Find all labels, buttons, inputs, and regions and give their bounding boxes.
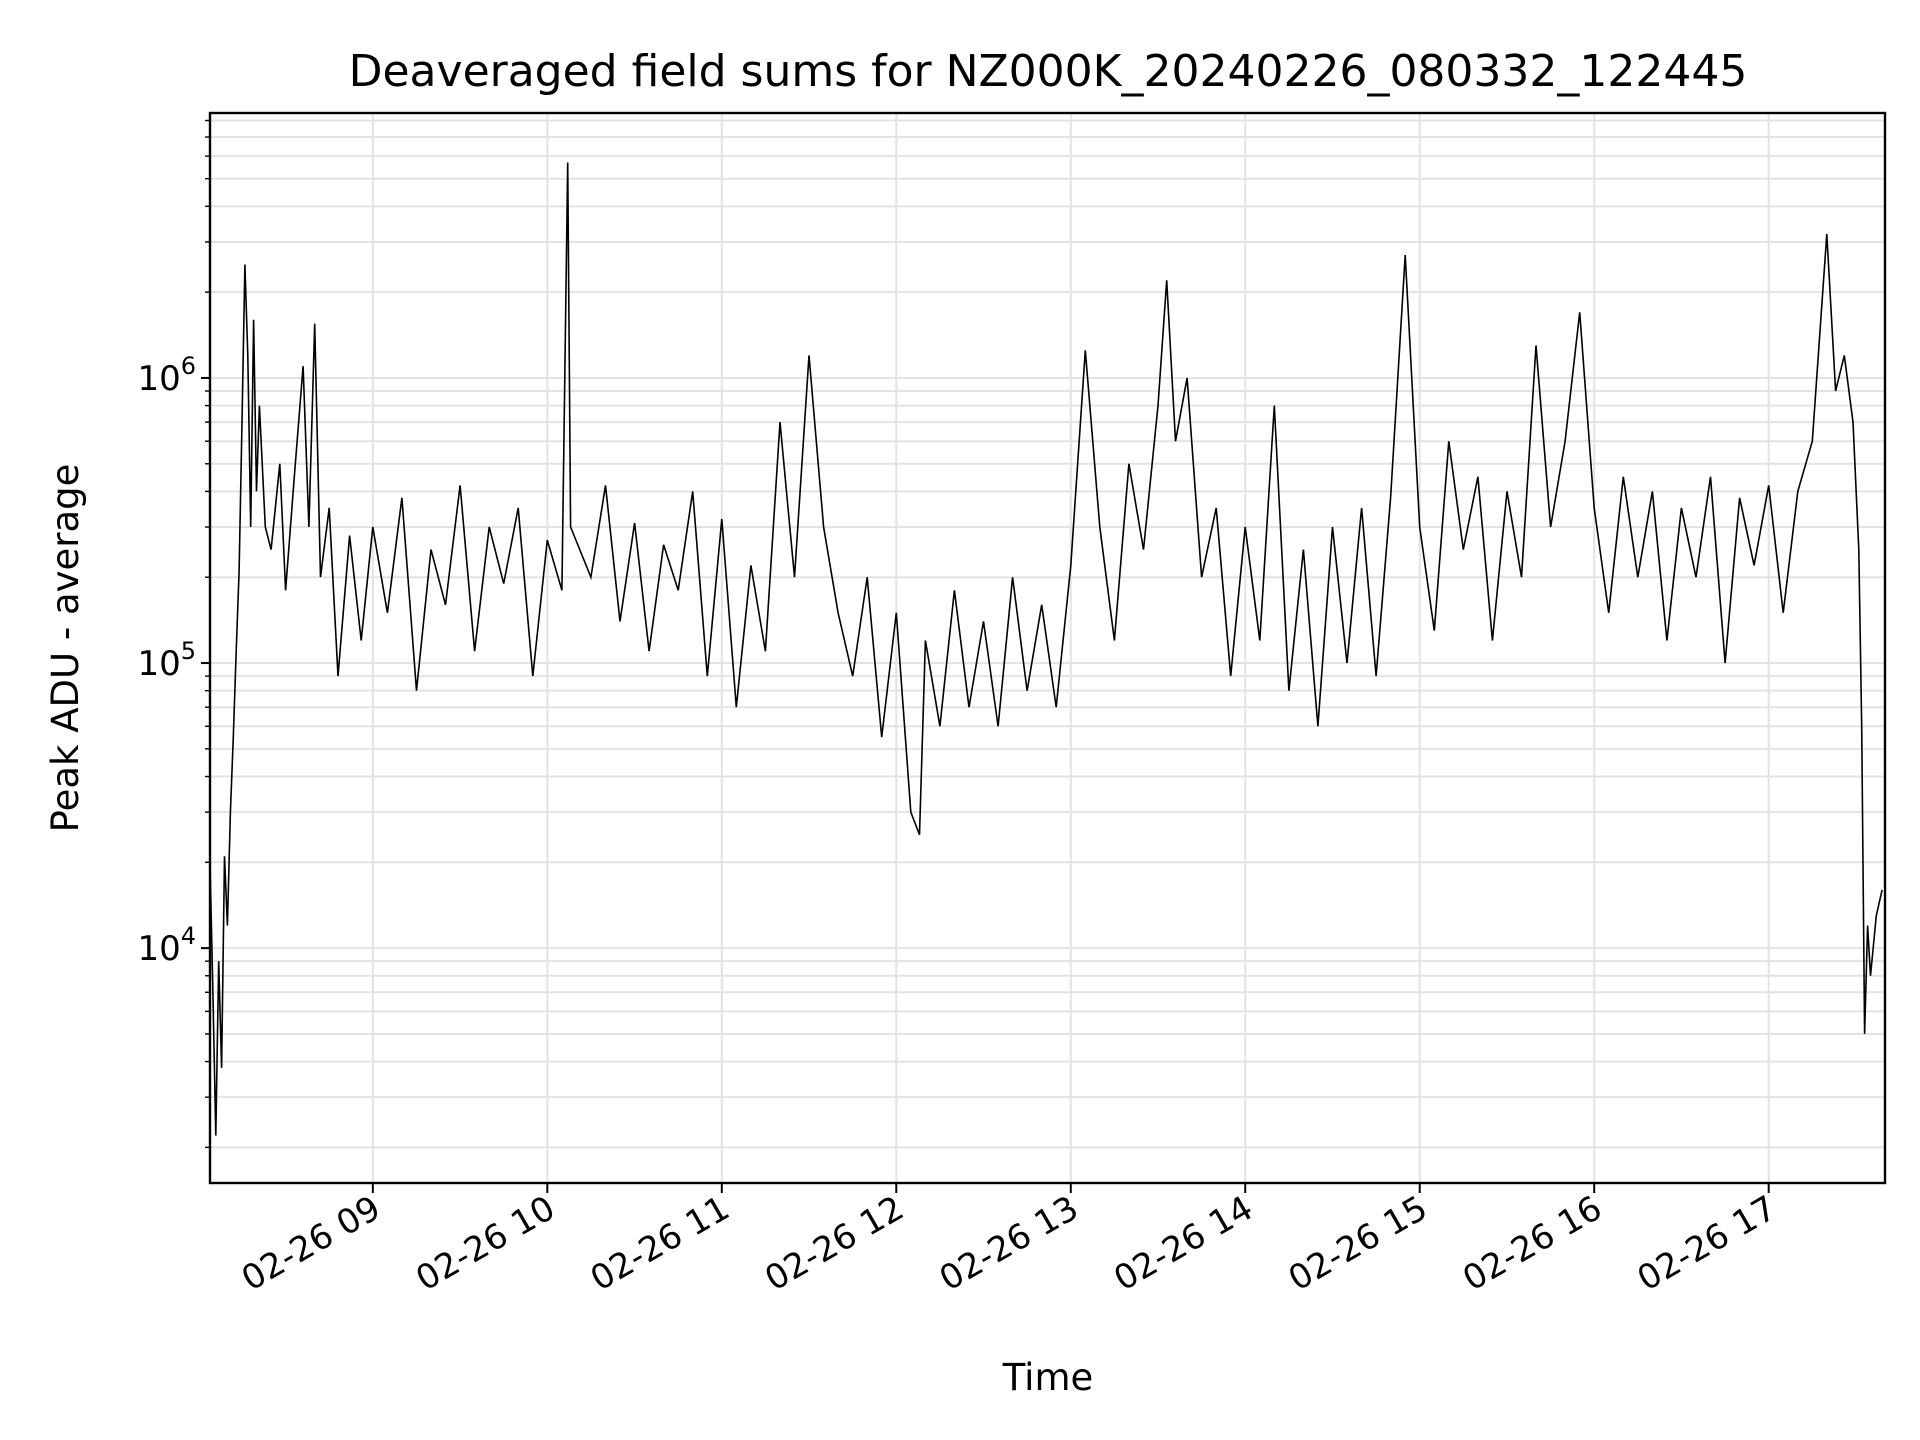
y-tick-label: 104 xyxy=(137,922,196,969)
grid xyxy=(210,113,1885,1183)
y-tick-label: 105 xyxy=(137,637,196,684)
series-layer xyxy=(209,162,1883,1136)
plot-frame xyxy=(208,111,1887,1185)
y-tick-label: 106 xyxy=(137,352,196,399)
y-tick-base: 10 xyxy=(137,644,180,684)
series-line xyxy=(209,162,1883,1136)
chart-title: Deaveraged field sums for NZ000K_2024022… xyxy=(349,46,1748,97)
y-tick-exponent: 5 xyxy=(181,637,196,665)
y-tick-exponent: 4 xyxy=(181,922,196,950)
y-tick-exponent: 6 xyxy=(181,352,196,380)
x-axis-label: Time xyxy=(1002,1356,1094,1399)
y-tick-base: 10 xyxy=(137,929,180,969)
y-tick-base: 10 xyxy=(137,359,180,399)
y-axis-label: Peak ADU - average xyxy=(44,464,87,833)
